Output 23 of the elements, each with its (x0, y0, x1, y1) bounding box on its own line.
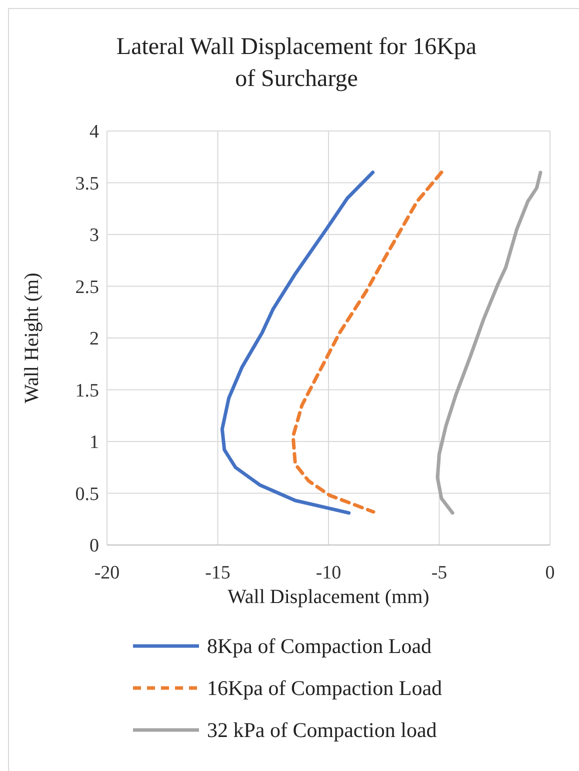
y-tick-label: 2.5 (75, 276, 99, 298)
y-tick-label: 0.5 (75, 484, 99, 505)
y-tick-label: 2 (90, 328, 99, 350)
x-tick-label: -15 (205, 562, 230, 584)
x-tick-label: -5 (431, 562, 448, 584)
x-axis-title: Wall Displacement (mm) (228, 586, 430, 608)
y-axis-title: Wall Height (m) (21, 272, 44, 404)
legend-label: 32 kPa of Compaction load (207, 718, 437, 742)
y-tick-label: 3.5 (75, 173, 99, 194)
x-tick-label: 0 (545, 562, 555, 584)
x-tick-label: -10 (316, 562, 342, 584)
y-tick-label: 0 (90, 536, 99, 557)
x-tick-label: -20 (94, 562, 120, 584)
line-series (220, 170, 375, 515)
line-series (291, 170, 444, 514)
legend-label: 8Kpa of Compaction Load (207, 634, 432, 658)
legend-label: 16Kpa of Compaction Load (207, 676, 442, 700)
y-tick-label: 1.5 (75, 380, 99, 402)
y-tick-label: 4 (90, 122, 100, 143)
y-tick-label: 3 (90, 225, 99, 246)
chart-title: Lateral Wall Displacement for 16Kpa of Surcharge (115, 33, 478, 94)
line-series (436, 170, 542, 515)
y-tick-label: 1 (90, 432, 99, 454)
